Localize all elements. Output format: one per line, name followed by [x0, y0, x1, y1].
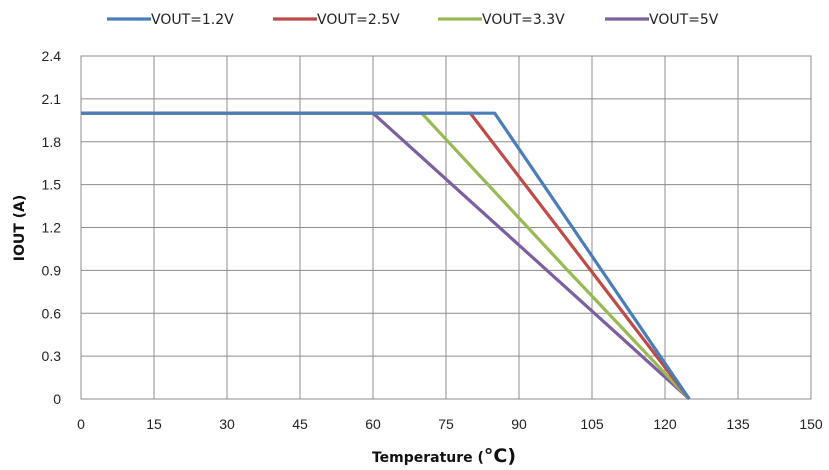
legend: VOUT=1.2V VOUT=2.5V VOUT=3.3V VOUT=5V	[107, 12, 719, 28]
x-tick-label: 120	[653, 416, 677, 432]
y-tick-label: 2.4	[42, 48, 62, 64]
x-tick-label: 135	[726, 416, 750, 432]
y-tick-label: 1.8	[42, 134, 62, 150]
y-tick-label: 0.3	[42, 348, 62, 364]
legend-label: VOUT=1.2V	[151, 12, 234, 28]
grid	[80, 55, 812, 400]
y-tick-label: 1.2	[42, 220, 62, 236]
x-tick-label: 0	[77, 416, 85, 432]
y-tick-label: 0.6	[42, 305, 62, 321]
tick-labels: 0 15 30 45 60 75 90 105 120 135 150 0 0.3 0.6 0.9 1.2 1.…	[42, 48, 823, 432]
plot-series	[81, 111, 691, 401]
legend-label: VOUT=5V	[649, 12, 719, 28]
x-tick-label: 90	[511, 416, 527, 432]
x-tick-label: 45	[292, 416, 308, 432]
y-tick-label: 1.5	[42, 177, 62, 193]
x-axis-title: Temperature (°C)	[372, 445, 516, 467]
x-tick-label: 150	[799, 416, 823, 432]
y-axis-title: IOUT (A)	[12, 195, 28, 262]
x-tick-label: 60	[365, 416, 381, 432]
y-tick-label: 0.9	[42, 262, 62, 278]
series-line-vout-1-2v	[81, 111, 691, 400]
y-tick-label: 2.1	[42, 91, 62, 107]
x-tick-label: 30	[219, 416, 235, 432]
y-tick-label: 0	[53, 391, 61, 407]
x-tick-label: 15	[146, 416, 162, 432]
x-tick-label: 105	[580, 416, 604, 432]
x-tick-label: 75	[438, 416, 454, 432]
plot-area	[80, 55, 812, 400]
legend-label: VOUT=3.3V	[482, 12, 565, 28]
legend-label: VOUT=2.5V	[317, 12, 400, 28]
